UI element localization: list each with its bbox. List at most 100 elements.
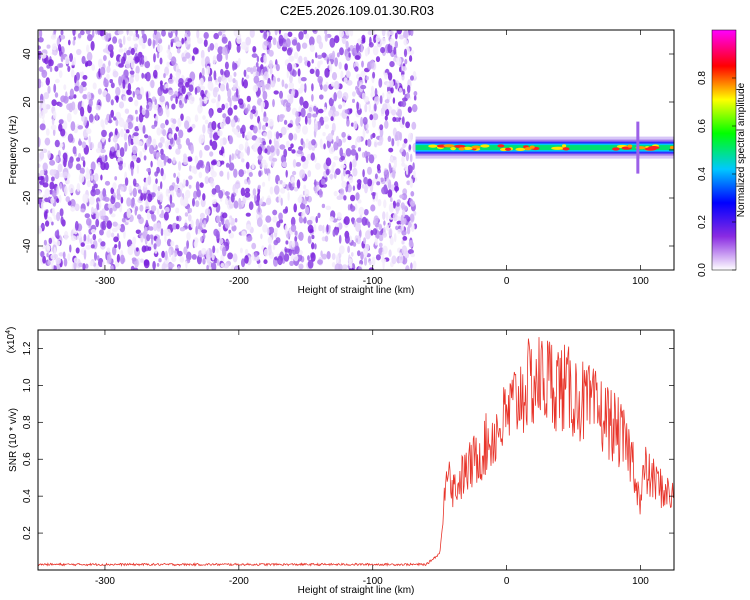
noise-cell bbox=[398, 34, 405, 40]
noise-cell bbox=[155, 237, 162, 247]
noise-cell bbox=[77, 125, 84, 130]
noise-cell bbox=[285, 140, 290, 148]
noise-cell bbox=[361, 216, 368, 226]
noise-cell bbox=[114, 201, 121, 209]
noise-cell bbox=[153, 69, 158, 79]
noise-cell bbox=[289, 74, 293, 84]
noise-cell bbox=[76, 157, 81, 162]
noise-cell bbox=[44, 137, 51, 146]
noise-cell bbox=[131, 145, 138, 155]
noise-cell bbox=[185, 52, 191, 59]
noise-cell bbox=[135, 109, 138, 115]
noise-cell bbox=[243, 79, 248, 89]
noise-cell bbox=[112, 136, 118, 143]
noise-cell bbox=[175, 96, 178, 105]
noise-cell bbox=[227, 40, 232, 51]
noise-cell bbox=[338, 234, 342, 244]
noise-cell bbox=[133, 132, 139, 137]
noise-cell bbox=[380, 47, 386, 54]
noise-cell bbox=[378, 78, 383, 88]
noise-cell bbox=[179, 227, 186, 232]
noise-cell bbox=[112, 36, 118, 44]
noise-cell bbox=[106, 65, 111, 74]
noise-cell bbox=[81, 141, 87, 149]
noise-cell bbox=[410, 30, 414, 37]
noise-cell bbox=[288, 132, 294, 141]
noise-cell bbox=[45, 174, 49, 184]
noise-cell bbox=[126, 208, 131, 219]
scale-factor-exponent: 4 bbox=[5, 330, 12, 334]
noise-cell bbox=[226, 82, 229, 92]
noise-cell bbox=[204, 144, 210, 151]
noise-cell bbox=[259, 30, 264, 33]
noise-cell bbox=[206, 92, 211, 98]
noise-cell bbox=[257, 203, 261, 213]
noise-cell bbox=[348, 267, 355, 270]
noise-cell bbox=[399, 66, 402, 73]
noise-cell bbox=[402, 97, 408, 102]
noise-cell bbox=[176, 47, 181, 54]
noise-cell bbox=[281, 99, 284, 105]
noise-cell bbox=[294, 236, 298, 243]
noise-cell bbox=[170, 56, 177, 66]
noise-cell bbox=[410, 214, 415, 222]
noise-cell bbox=[251, 242, 257, 250]
noise-cell bbox=[97, 162, 101, 167]
noise-cell bbox=[400, 147, 404, 152]
noise-cell bbox=[392, 97, 396, 104]
noise-cell bbox=[201, 67, 205, 77]
noise-cell bbox=[339, 30, 344, 38]
noise-cell bbox=[285, 240, 289, 245]
noise-cell bbox=[279, 90, 283, 99]
noise-cell bbox=[217, 94, 221, 102]
noise-cell bbox=[200, 49, 205, 60]
noise-cell bbox=[367, 178, 373, 187]
noise-cell bbox=[296, 179, 301, 189]
noise-cell bbox=[78, 262, 84, 268]
noise-cell bbox=[297, 196, 303, 204]
noise-cell bbox=[252, 144, 256, 151]
noise-cell bbox=[226, 171, 230, 181]
noise-cell bbox=[380, 177, 384, 183]
noise-cell bbox=[340, 155, 346, 161]
noise-cell bbox=[388, 147, 394, 153]
noise-cell bbox=[286, 70, 289, 79]
noise-cell bbox=[168, 30, 173, 39]
noise-cell bbox=[110, 109, 114, 118]
noise-cell bbox=[179, 99, 182, 106]
noise-cell bbox=[305, 33, 310, 39]
noise-cell bbox=[404, 58, 408, 65]
signal-peak bbox=[471, 145, 481, 149]
noise-cell bbox=[400, 202, 405, 210]
noise-cell bbox=[250, 67, 254, 75]
noise-cell bbox=[360, 70, 366, 78]
noise-cell bbox=[386, 82, 390, 88]
noise-cell bbox=[283, 119, 288, 125]
noise-cell bbox=[406, 226, 411, 235]
noise-cell bbox=[263, 40, 269, 46]
noise-cell bbox=[281, 79, 285, 88]
noise-cell bbox=[217, 46, 224, 55]
noise-cell bbox=[363, 176, 368, 185]
noise-cell bbox=[365, 76, 370, 81]
noise-cell bbox=[209, 132, 213, 139]
noise-cell bbox=[300, 83, 305, 92]
noise-cell bbox=[311, 83, 314, 92]
noise-cell bbox=[319, 94, 324, 100]
noise-cell bbox=[240, 267, 247, 270]
noise-cell bbox=[371, 132, 376, 138]
noise-cell bbox=[52, 128, 56, 136]
y-tick-label: 0.2 bbox=[22, 526, 33, 540]
noise-cell bbox=[181, 37, 185, 45]
noise-cell bbox=[87, 234, 90, 243]
noise-cell bbox=[311, 139, 316, 146]
noise-cell bbox=[323, 106, 327, 112]
noise-cell bbox=[298, 31, 304, 40]
noise-cell bbox=[176, 188, 182, 198]
noise-cell bbox=[219, 170, 224, 177]
noise-cell bbox=[63, 258, 68, 267]
noise-cell bbox=[343, 216, 350, 226]
noise-cell bbox=[175, 41, 182, 47]
noise-cell bbox=[97, 30, 101, 36]
